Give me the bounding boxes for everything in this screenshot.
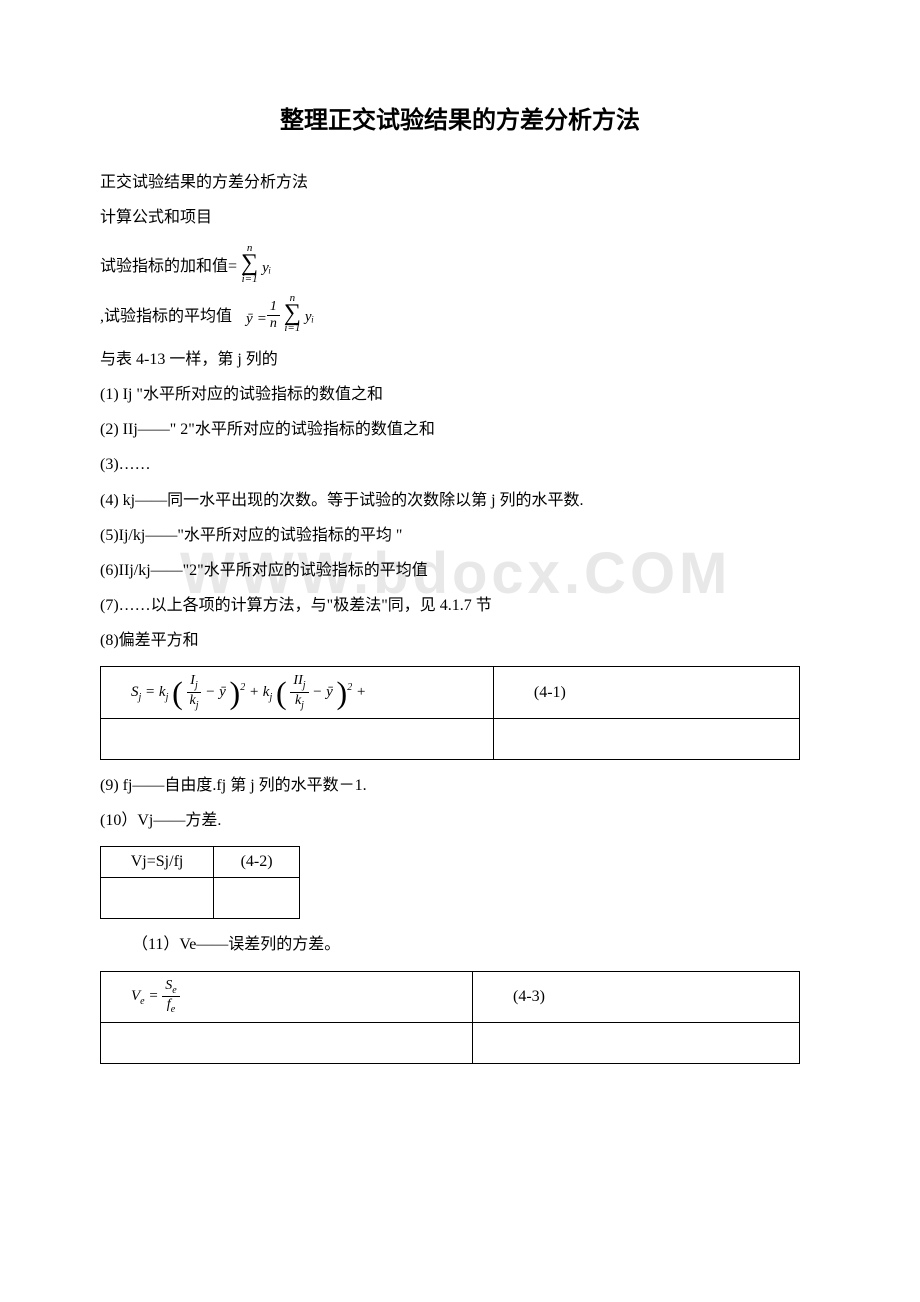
sum-lower: i=1 [242,274,258,285]
para-9: (4) kj——同一水平出现的次数。等于试验的次数除以第 j 列的水平数. [100,483,820,518]
para-11: (6)IIj/kj——"2"水平所对应的试验指标的平均值 [100,553,820,588]
eq42-empty-right [214,878,300,919]
eq41-empty-right [493,719,799,760]
sum-notation-2: n ∑ i=1 [284,293,301,334]
rparen-2: ) [337,675,348,711]
f2n: II [293,673,302,688]
ve-num-sub: e [172,984,176,995]
sj-lhs: S [131,684,139,700]
eq43-number-cell: (4-3) [473,971,800,1023]
eq43-empty-right [473,1023,800,1064]
f2ds: j [301,700,304,711]
f1ds: j [196,700,199,711]
para-5: 与表 4-13 一样，第 j 列的 [100,342,820,377]
sj-trailing: + [356,684,366,700]
minus-ybar-2: − ȳ [312,684,333,700]
table-eq-42: Vj=Sj/fj (4-2) [100,846,300,919]
para-7: (2) IIj——" 2"水平所对应的试验指标的数值之和 [100,412,820,447]
sigma-symbol-2: ∑ [284,304,301,323]
para-1: 正交试验结果的方差分析方法 [100,165,820,200]
ybar-symbol: ȳ [232,311,257,334]
eq43-formula-cell: Ve = Se fe [101,971,473,1023]
para-14: (9) fj——自由度.fj 第 j 列的水平数－1. [100,768,820,803]
ve-formula: Ve = Se fe [131,988,180,1004]
para-8: (3)…… [100,447,820,482]
equals-1: = [257,311,267,334]
formula-mean-prefix: ,试验指标的平均值 [100,299,232,334]
ve-eq: = [145,988,163,1004]
eq43-empty-left [101,1023,473,1064]
sj-kj-sub: j [166,692,169,703]
formula-mean: ,试验指标的平均值 ȳ = 1 n n ∑ i=1 yᵢ [100,293,820,334]
sq-2: 2 [347,682,352,693]
para-12: (7)……以上各项的计算方法，与"极差法"同，见 4.1.7 节 [100,588,820,623]
document-title: 整理正交试验结果的方差分析方法 [100,100,820,135]
frac-ij-kj: Ij kj [187,673,202,712]
frac-iij-kj: IIj kj [290,673,308,712]
sigma-symbol: ∑ [241,254,258,273]
minus-ybar-1: − ȳ [205,684,226,700]
para-2: 计算公式和项目 [100,200,820,235]
sum-term-2: yᵢ [305,309,314,334]
ve-den-sub: e [171,1004,175,1015]
sj-formula: Sj = kj ( Ij kj − ȳ )2 + kj ( IIj kj [131,684,366,700]
sj-eq: = k [141,684,165,700]
table-eq-43: Ve = Se fe (4-3) [100,971,800,1065]
formula-sum: 试验指标的加和值= n ∑ i=1 yᵢ [100,243,820,284]
para-10: (5)Ij/kj——"水平所对应的试验指标的平均 " [100,518,820,553]
lparen-1: ( [172,675,183,711]
eq41-number-cell: (4-1) [493,667,799,719]
para-15: (10）Vj——方差. [100,803,820,838]
sum-term: yᵢ [262,260,271,285]
para-16: （11）Ve——误差列的方差。 [100,927,820,962]
eq42-formula-cell: Vj=Sj/fj [101,847,214,878]
frac-den: n [267,316,280,332]
document-content: 整理正交试验结果的方差分析方法 正交试验结果的方差分析方法 计算公式和项目 试验… [100,100,820,1064]
rparen-1: ) [230,675,241,711]
plus-kj: + k [249,684,270,700]
ve-lhs: V [131,988,140,1004]
frac-num: 1 [267,299,280,316]
formula-sum-prefix: 试验指标的加和值= [100,249,237,284]
frac-se-fe: Se fe [162,978,179,1017]
kj-sub-2: j [269,692,272,703]
sum-lower-2: i=1 [284,323,300,334]
lparen-2: ( [276,675,287,711]
eq42-number-cell: (4-2) [214,847,300,878]
frac-1n: 1 n [267,299,280,334]
sq-1: 2 [240,682,245,693]
eq42-empty-left [101,878,214,919]
eq41-formula-cell: Sj = kj ( Ij kj − ȳ )2 + kj ( IIj kj [101,667,494,719]
f2ns: j [303,680,306,691]
f1ns: j [195,680,198,691]
para-6: (1) Ij "水平所对应的试验指标的数值之和 [100,377,820,412]
table-eq-41: Sj = kj ( Ij kj − ȳ )2 + kj ( IIj kj [100,666,800,760]
sum-notation-1: n ∑ i=1 [241,243,258,284]
eq41-empty-left [101,719,494,760]
para-13: (8)偏差平方和 [100,623,820,658]
